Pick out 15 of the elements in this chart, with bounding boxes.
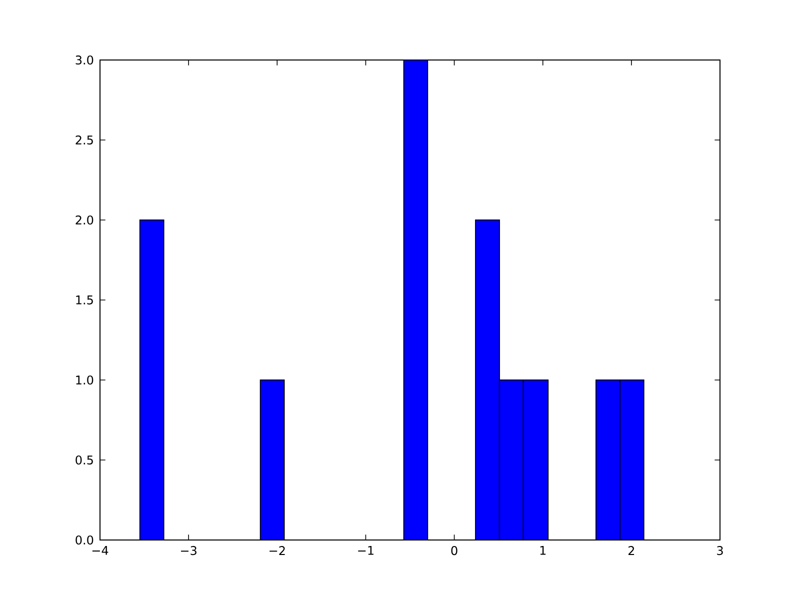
y-tick-label: 2.0 xyxy=(76,215,94,225)
x-tick-label: −4 xyxy=(92,546,108,555)
y-tick-label: 2.5 xyxy=(76,135,93,145)
x-tick-label: 1 xyxy=(540,546,546,555)
x-tick-label: −2 xyxy=(270,546,285,555)
y-tick-label: 0.0 xyxy=(76,535,94,545)
x-tick-label: 3 xyxy=(717,546,723,556)
x-tick-label: 2 xyxy=(628,546,634,555)
y-tick-label: 3.0 xyxy=(76,55,94,65)
x-tick-label: −1 xyxy=(358,546,374,555)
y-tick-label: 0.5 xyxy=(76,455,93,465)
y-tick-label: 1.0 xyxy=(76,375,94,385)
x-tick-label: 0 xyxy=(451,546,458,556)
y-tick-label: 1.5 xyxy=(76,296,93,304)
x-tick-label: −3 xyxy=(181,546,196,556)
